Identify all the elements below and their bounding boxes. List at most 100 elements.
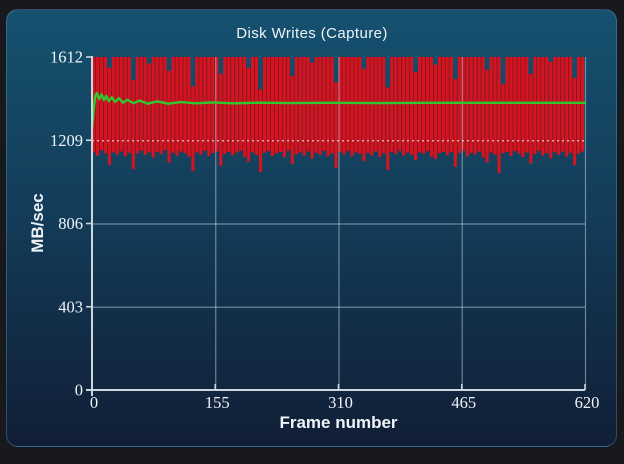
range-bar: [215, 57, 219, 152]
range-bar: [251, 57, 255, 153]
range-bar: [302, 57, 306, 156]
range-bar: [243, 57, 247, 157]
x-tick-label: 0: [90, 393, 98, 412]
range-bar-overlap: [218, 73, 220, 152]
range-bar-overlap: [512, 57, 514, 152]
range-bar: [457, 57, 461, 154]
range-bar: [326, 57, 330, 157]
range-bar-overlap: [301, 57, 303, 153]
range-bar: [402, 57, 406, 156]
range-bar: [370, 57, 374, 156]
range-bar: [103, 57, 108, 154]
range-bar-overlap: [234, 57, 236, 153]
range-bar-overlap: [456, 79, 458, 154]
range-bar: [429, 57, 434, 157]
range-bar-overlap: [107, 67, 108, 154]
range-bar: [266, 57, 271, 152]
range-bar: [577, 57, 581, 154]
range-bar: [382, 57, 386, 154]
range-bar-overlap: [313, 62, 315, 153]
range-bar-overlap: [365, 68, 367, 153]
range-bar: [505, 57, 509, 153]
range-bar-overlap: [210, 57, 212, 154]
range-bar-overlap: [281, 57, 283, 153]
chart-title: Disk Writes (Capture): [236, 25, 388, 42]
range-bar-overlap: [277, 57, 279, 153]
range-bar-overlap: [361, 68, 363, 154]
range-bar-overlap: [118, 57, 120, 152]
range-bar: [513, 57, 517, 152]
x-tick-label: 155: [205, 393, 230, 412]
y-tick-label: 1209: [50, 131, 83, 150]
range-bar: [406, 57, 410, 153]
range-bar: [497, 57, 501, 174]
range-bar-overlap: [214, 57, 216, 152]
range-bar-overlap: [572, 78, 574, 153]
range-bar: [175, 57, 179, 156]
range-bar: [421, 57, 426, 154]
range-bar-overlap: [448, 57, 450, 153]
range-bar: [314, 57, 318, 153]
range-bar: [485, 69, 489, 163]
range-bar-overlap: [178, 57, 180, 152]
range-bar-overlap: [250, 67, 252, 153]
range-bar: [298, 57, 302, 153]
range-bar: [410, 57, 414, 155]
range-bar-overlap: [130, 80, 132, 153]
range-bar-overlap: [452, 79, 454, 153]
range-bar-overlap: [289, 76, 291, 151]
range-bar: [425, 57, 430, 152]
range-bar-overlap: [246, 67, 248, 157]
range-bar-overlap: [496, 57, 498, 155]
range-bar-overlap: [544, 57, 546, 154]
range-bar: [553, 57, 557, 153]
range-bar-overlap: [230, 57, 232, 153]
range-bar-overlap: [417, 71, 419, 153]
range-bar-overlap: [353, 57, 355, 153]
range-bar: [549, 61, 553, 159]
range-bar: [565, 57, 569, 157]
range-bar: [569, 57, 573, 153]
range-bar: [278, 57, 282, 153]
range-bar: [207, 57, 211, 157]
range-bar: [294, 57, 298, 155]
range-bar: [418, 57, 422, 153]
range-bar: [151, 57, 155, 158]
range-bar-overlap: [226, 57, 228, 153]
range-bar: [453, 79, 457, 167]
range-bar: [155, 57, 159, 153]
range-bar-overlap: [560, 57, 562, 152]
range-bar: [561, 57, 565, 152]
range-bar-overlap: [504, 84, 506, 153]
range-bar: [171, 57, 175, 153]
range-bar: [334, 82, 338, 168]
range-bar-overlap: [429, 57, 430, 152]
range-bar-overlap: [433, 64, 434, 157]
range-bar: [227, 57, 231, 153]
range-bar-overlap: [405, 57, 407, 153]
range-bar: [274, 57, 278, 154]
range-bar-overlap: [154, 57, 156, 153]
range-bar: [123, 57, 127, 157]
y-tick-label: 1612: [50, 48, 83, 67]
range-bar-overlap: [440, 57, 442, 152]
range-bar-overlap: [270, 57, 271, 152]
range-bar: [247, 67, 251, 162]
range-bar-overlap: [468, 57, 470, 153]
range-bar-overlap: [528, 73, 530, 153]
range-bar-overlap: [425, 57, 426, 152]
range-bar-overlap: [126, 57, 128, 153]
range-bar-overlap: [472, 57, 474, 153]
range-bar-overlap: [576, 78, 578, 154]
range-bar-overlap: [99, 57, 100, 151]
range-bar-overlap: [532, 73, 534, 155]
range-bar: [465, 57, 469, 157]
range-bar-overlap: [389, 87, 391, 153]
range-bar: [107, 67, 112, 165]
range-bar: [493, 57, 497, 155]
range-bar-overlap: [341, 57, 343, 153]
range-bar: [441, 57, 445, 152]
range-bar: [414, 71, 418, 161]
range-bar: [262, 57, 267, 153]
